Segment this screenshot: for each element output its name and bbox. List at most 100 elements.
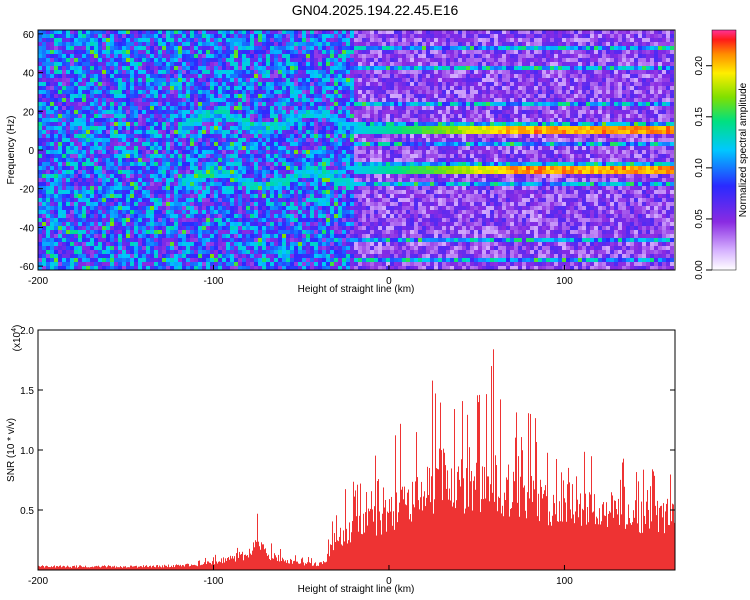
spectrogram-cell xyxy=(94,234,98,238)
spectrogram-cell xyxy=(326,230,330,234)
spectrogram-cell xyxy=(354,186,358,190)
spectrogram-cell xyxy=(318,222,322,226)
spectrogram-cell xyxy=(94,102,98,106)
spectrogram-cell xyxy=(146,266,150,270)
spectrogram-cell xyxy=(162,250,166,254)
spectrogram-cell xyxy=(102,214,106,218)
spectrogram-cell xyxy=(322,254,326,258)
spectrogram-cell xyxy=(102,146,106,150)
spectrogram-cell xyxy=(222,226,226,230)
spectrogram-cell xyxy=(330,78,334,82)
spectrogram-cell xyxy=(38,50,42,54)
spectrogram-cell xyxy=(294,114,298,118)
spectrogram-cell xyxy=(326,66,330,70)
spectrogram-cell xyxy=(158,158,162,162)
spectrogram-cell xyxy=(270,174,274,178)
spectrogram-cell xyxy=(70,170,74,174)
spectrogram-cell xyxy=(154,118,158,122)
spectrogram-cell xyxy=(306,198,310,202)
spectrogram-cell xyxy=(350,198,354,202)
spectrogram-cell xyxy=(226,42,230,46)
spectrogram-cell xyxy=(230,42,234,46)
spectrogram-cell xyxy=(250,102,254,106)
spectrogram-cell xyxy=(90,238,94,242)
spectrogram-cell xyxy=(262,62,266,66)
spectrogram-cell xyxy=(170,170,174,174)
spectrogram-cell xyxy=(322,142,326,146)
spectrogram-cell xyxy=(190,130,194,134)
spectrogram-cell xyxy=(38,142,42,146)
spectrogram-cell xyxy=(246,238,250,242)
spectrogram-cell xyxy=(354,202,358,206)
spectrogram-cell xyxy=(106,94,110,98)
spectrogram-cell xyxy=(62,186,66,190)
spectrogram-cell xyxy=(98,258,102,262)
spectrogram-cell xyxy=(226,122,230,126)
spectrogram-cell xyxy=(94,62,98,66)
spectrogram-cell xyxy=(166,218,170,222)
spectrogram-cell xyxy=(250,218,254,222)
spectrogram-cell xyxy=(242,210,246,214)
spectrogram-cell xyxy=(226,202,230,206)
spectrogram-cell xyxy=(158,110,162,114)
spectrogram-cell xyxy=(278,114,282,118)
spectrogram-cell xyxy=(362,246,366,250)
spectrogram-cell xyxy=(314,174,318,178)
spectrogram-cell xyxy=(42,70,46,74)
spectrogram-cell xyxy=(62,230,66,234)
spectrogram-cell xyxy=(306,78,310,82)
spectrogram-cell xyxy=(246,246,250,250)
spectrogram-cell xyxy=(150,162,154,166)
spectrogram-cell xyxy=(58,82,62,86)
spectrogram-cell xyxy=(166,222,170,226)
spectrogram-cell xyxy=(122,46,126,50)
spectrogram-cell xyxy=(338,66,342,70)
spectrogram-cell xyxy=(102,238,106,242)
spectrogram-cell xyxy=(302,170,306,174)
spectrogram-cell xyxy=(266,154,270,158)
spectrogram-cell xyxy=(294,150,298,154)
spectrogram-cell xyxy=(162,118,166,122)
spectrogram-cell xyxy=(54,242,58,246)
spectrogram-cell xyxy=(298,86,302,90)
spectrogram-cell xyxy=(106,158,110,162)
spectrogram-cell xyxy=(238,262,242,266)
spectrogram-cell xyxy=(94,162,98,166)
spectrogram-cell xyxy=(246,254,250,258)
spectrogram-cell xyxy=(278,86,282,90)
spectrogram-cell xyxy=(334,222,338,226)
spectrogram-cell xyxy=(246,222,250,226)
spectrogram-cell xyxy=(150,234,154,238)
spectrogram-cell xyxy=(234,246,238,250)
spectrogram-cell xyxy=(326,250,330,254)
spectrogram-cell xyxy=(202,170,206,174)
spectrogram-cell xyxy=(98,50,102,54)
spectrogram-cell xyxy=(354,78,358,82)
spectrogram-cell xyxy=(262,266,266,270)
spectrogram-cell xyxy=(130,58,134,62)
spectrogram-cell xyxy=(202,126,206,130)
spectrogram-cell xyxy=(194,70,198,74)
spectrogram-cell xyxy=(366,190,370,194)
spectrogram-cell xyxy=(62,134,66,138)
spectrogram-cell xyxy=(186,34,190,38)
spectrogram-cell xyxy=(102,82,106,86)
spectrogram-cell xyxy=(318,114,322,118)
spectrogram-cell xyxy=(138,122,142,126)
spectrogram-cell xyxy=(250,30,254,34)
spectrogram-cell xyxy=(290,218,294,222)
spectrogram-cell xyxy=(254,70,258,74)
spectrogram-cell xyxy=(142,146,146,150)
spectrogram-cell xyxy=(314,78,318,82)
spectrogram-cell xyxy=(262,30,266,34)
spectrogram-cell xyxy=(314,42,318,46)
spectrogram-cell xyxy=(130,166,134,170)
spectrogram-cell xyxy=(366,34,370,38)
spectrogram-cell xyxy=(210,222,214,226)
spectrogram-cell xyxy=(70,122,74,126)
spectrogram-cell xyxy=(210,202,214,206)
spectrogram-cell xyxy=(362,98,366,102)
spectrogram-cell xyxy=(182,206,186,210)
spectrogram-cell xyxy=(130,54,134,58)
spectrogram-cell xyxy=(278,146,282,150)
